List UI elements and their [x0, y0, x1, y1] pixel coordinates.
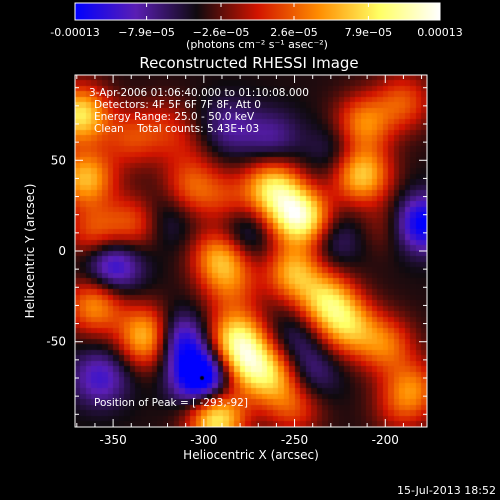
colorbar-tick-label: 7.9e−05: [345, 26, 392, 39]
heatmap-image-container: [75, 75, 427, 427]
y-tick-label: 50: [51, 153, 66, 167]
x-axis-tick-labels: -350 -300 -250 -200: [99, 433, 398, 447]
y-axis-ticks: [75, 87, 427, 415]
annotation-peak-position: Position of Peak = [ -293,-92]: [94, 397, 248, 409]
y-axis-tick-labels: 50 0 -50: [46, 153, 66, 348]
colorbar-tick-labels: -0.00013 −7.9e−05 −2.6e−05 2.6e−05 7.9e−05 0.…: [50, 26, 462, 39]
x-tick-label: -300: [190, 433, 217, 447]
colorbar-tick-label: 0.00013: [417, 26, 463, 39]
annotation-energy: Energy Range: 25.0 - 50.0 keV: [94, 111, 255, 123]
x-tick-label: -200: [372, 433, 399, 447]
annotations: 3-Apr-2006 01:06:40.000 to 01:10:08.000 …: [89, 87, 309, 409]
annotation-clean: Clean Total counts: 5.43E+03: [94, 123, 259, 135]
x-axis-ticks: [76, 75, 423, 427]
x-axis-label: Heliocentric X (arcsec): [183, 448, 319, 462]
x-tick-label: -350: [99, 433, 126, 447]
colorbar-tick-label: −2.6e−05: [193, 26, 250, 39]
y-tick-label: -50: [46, 335, 66, 349]
colorbar-tick-label: −7.9e−05: [118, 26, 175, 39]
annotation-detectors: Detectors: 4F 5F 6F 7F 8F, Att 0: [94, 99, 261, 111]
image-area: [74, 74, 428, 428]
x-tick-label: -250: [281, 433, 308, 447]
colorbar-unit-label: (photons cm⁻² s⁻¹ asec⁻²): [186, 38, 328, 51]
heatmap-canvas: [75, 75, 427, 427]
colorbar-ticks: [74, 3, 441, 20]
chart-title: Reconstructed RHESSI Image: [139, 54, 358, 72]
colorbar-tick-label: 2.6e−05: [270, 26, 317, 39]
footer-timestamp: 15-Jul-2013 18:52: [397, 484, 496, 497]
colorbar-gradient-bar: [74, 2, 441, 21]
colorbar-tick-label: -0.00013: [50, 26, 99, 39]
y-axis-label: Heliocentric Y (arcsec): [23, 184, 37, 319]
y-tick-label: 0: [58, 244, 66, 258]
colorbar: -0.00013 −7.9e−05 −2.6e−05 2.6e−05 7.9e−05 0.…: [50, 2, 463, 51]
annotation-time-range: 3-Apr-2006 01:06:40.000 to 01:10:08.000: [89, 87, 309, 99]
